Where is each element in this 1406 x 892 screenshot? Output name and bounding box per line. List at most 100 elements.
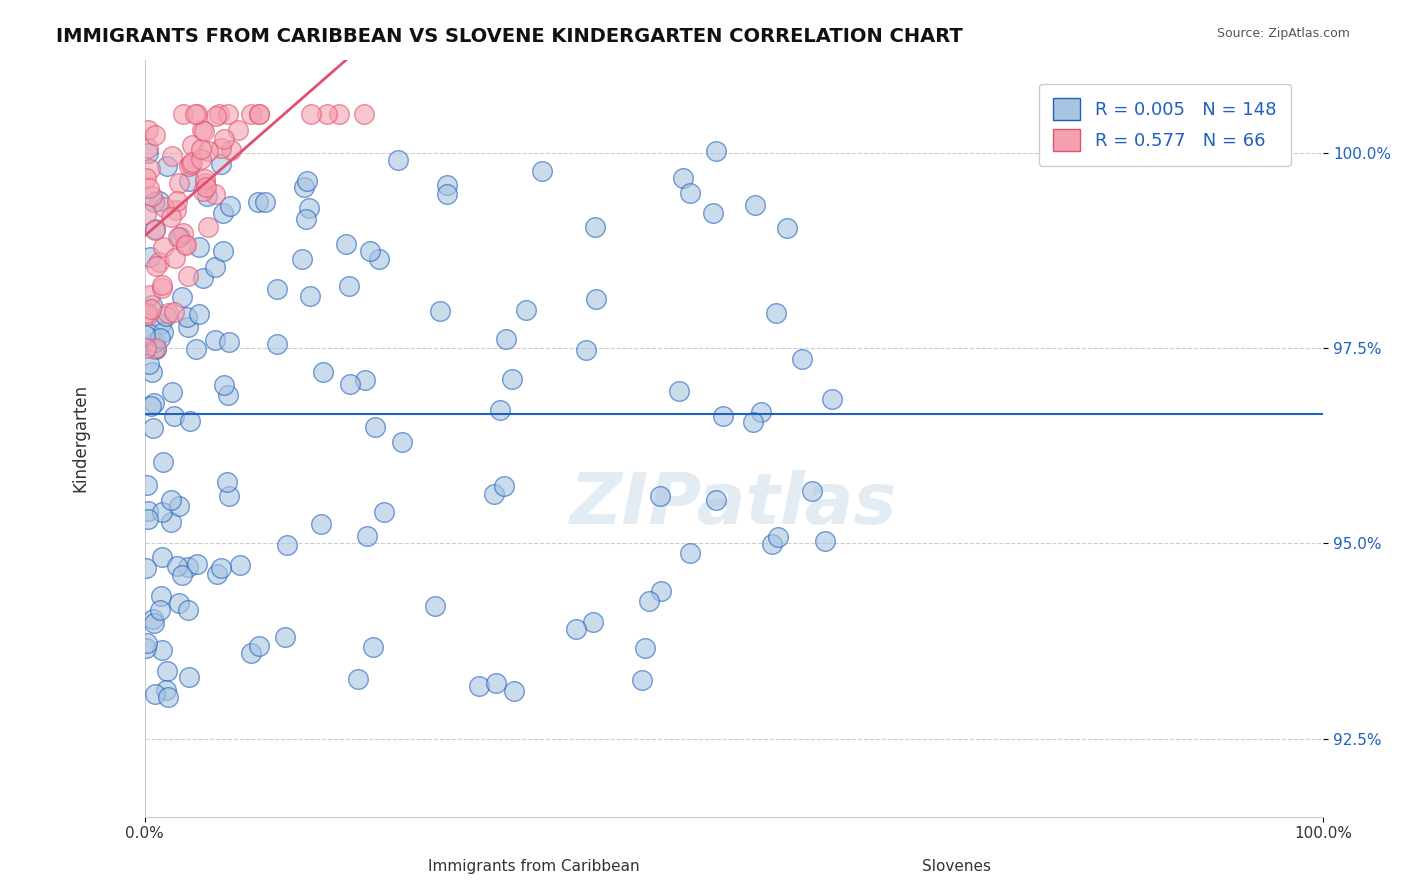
Point — [768, 530, 790, 544]
Point — [749, 405, 772, 419]
Point — [160, 384, 183, 399]
Point — [142, 421, 165, 435]
Point — [276, 538, 298, 552]
Point — [467, 679, 489, 693]
Point — [209, 561, 232, 575]
Point — [638, 594, 661, 608]
Point — [298, 289, 321, 303]
Point — [211, 244, 233, 258]
Point — [208, 107, 231, 121]
Point — [217, 388, 239, 402]
Point — [149, 603, 172, 617]
Point — [184, 107, 207, 121]
Point — [181, 154, 204, 169]
Point — [190, 142, 212, 156]
Point — [141, 189, 163, 203]
Point — [167, 596, 190, 610]
Point — [503, 684, 526, 698]
Point — [135, 207, 157, 221]
Point — [162, 409, 184, 423]
Point — [138, 512, 160, 526]
Point — [218, 199, 240, 213]
Point — [292, 180, 315, 194]
Point — [247, 107, 270, 121]
Point — [205, 110, 228, 124]
Point — [156, 690, 179, 704]
Point — [291, 252, 314, 266]
Point — [155, 309, 177, 323]
Point — [186, 107, 208, 121]
Point — [149, 331, 172, 345]
Point — [316, 107, 339, 121]
Point — [135, 342, 157, 356]
Point — [650, 584, 672, 599]
Point — [704, 144, 727, 158]
Text: ZIPatlas: ZIPatlas — [571, 470, 897, 539]
Point — [143, 222, 166, 236]
Point — [143, 195, 166, 210]
Point — [309, 516, 332, 531]
Point — [387, 153, 409, 168]
Point — [217, 107, 239, 121]
Point — [814, 533, 837, 548]
Point — [145, 342, 167, 356]
Point — [226, 122, 249, 136]
Point — [228, 558, 250, 573]
Point — [489, 403, 512, 417]
Point — [212, 131, 235, 145]
Point — [679, 545, 702, 559]
Point — [204, 333, 226, 347]
Point — [136, 478, 159, 492]
Point — [373, 505, 395, 519]
Point — [160, 492, 183, 507]
Point — [337, 279, 360, 293]
Point — [765, 306, 787, 320]
Point — [180, 137, 202, 152]
Point — [162, 149, 184, 163]
Point — [135, 640, 157, 655]
Point — [585, 292, 607, 306]
Point — [668, 384, 690, 398]
Point — [494, 479, 516, 493]
Point — [143, 395, 166, 409]
Point — [143, 342, 166, 356]
Point — [148, 194, 170, 208]
Point — [166, 194, 188, 208]
Text: Slovenes: Slovenes — [921, 859, 991, 874]
Point — [136, 146, 159, 161]
Point — [163, 251, 186, 265]
Point — [247, 639, 270, 653]
Point — [141, 298, 163, 312]
Point — [204, 186, 226, 201]
Point — [165, 202, 187, 217]
Point — [574, 343, 596, 357]
Point — [150, 278, 173, 293]
Legend: R = 0.005   N = 148, R = 0.577   N = 66: R = 0.005 N = 148, R = 0.577 N = 66 — [1039, 84, 1291, 166]
Point — [197, 219, 219, 234]
Point — [134, 328, 156, 343]
Point — [702, 206, 724, 220]
Point — [169, 229, 191, 244]
Point — [150, 642, 173, 657]
Point — [156, 664, 179, 678]
Point — [193, 124, 215, 138]
Point — [792, 351, 814, 366]
Point — [135, 171, 157, 186]
Point — [485, 675, 508, 690]
Point — [141, 365, 163, 379]
Point — [179, 414, 201, 428]
Point — [191, 270, 214, 285]
Point — [152, 455, 174, 469]
Point — [138, 357, 160, 371]
Point — [172, 290, 194, 304]
Point — [167, 176, 190, 190]
Point — [207, 567, 229, 582]
Point — [246, 195, 269, 210]
Point — [821, 392, 844, 406]
Point — [138, 326, 160, 341]
Point — [176, 268, 198, 283]
Point — [761, 537, 783, 551]
Point — [186, 558, 208, 572]
Point — [204, 260, 226, 275]
Point — [143, 223, 166, 237]
